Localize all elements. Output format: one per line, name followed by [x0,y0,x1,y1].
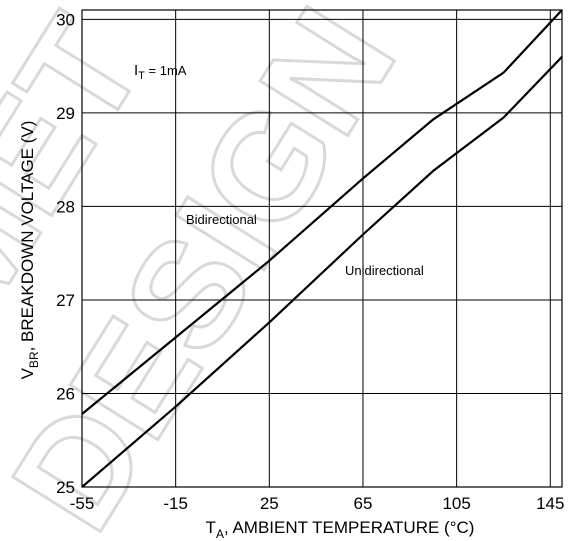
x-tick-label: 65 [354,494,373,513]
y-tick-label: 29 [56,104,75,123]
y-tick-label: 30 [56,10,75,29]
series-line-bidirectional [81,9,563,415]
x-tick-label: 25 [260,494,279,513]
y-axis-title: VBR, BREAKDOWN VOLTAGE (V) [18,121,41,380]
x-tick-label: 105 [442,494,470,513]
condition-label: IT = 1mA [134,62,187,82]
series-label-unidirectional: Unidirectional [345,263,424,278]
x-tick-label: 145 [536,494,564,513]
y-tick-label: 27 [56,291,75,310]
tick-labels: -55 -15 25 65 105 145 25 26 27 28 29 30 [56,10,564,513]
x-tick-label: -55 [70,494,95,513]
y-tick-label: 25 [56,478,75,497]
series-label-bidirectional: Bidirectional [186,212,257,227]
series-layer [81,9,563,488]
x-tick-label: -15 [163,494,188,513]
plot-frame [81,9,563,488]
y-tick-label: 28 [56,197,75,216]
series-line-unidirectional [81,56,563,488]
y-tick-label: 26 [56,384,75,403]
x-axis-title: TA, AMBIENT TEMPERATURE (°C) [206,518,475,541]
